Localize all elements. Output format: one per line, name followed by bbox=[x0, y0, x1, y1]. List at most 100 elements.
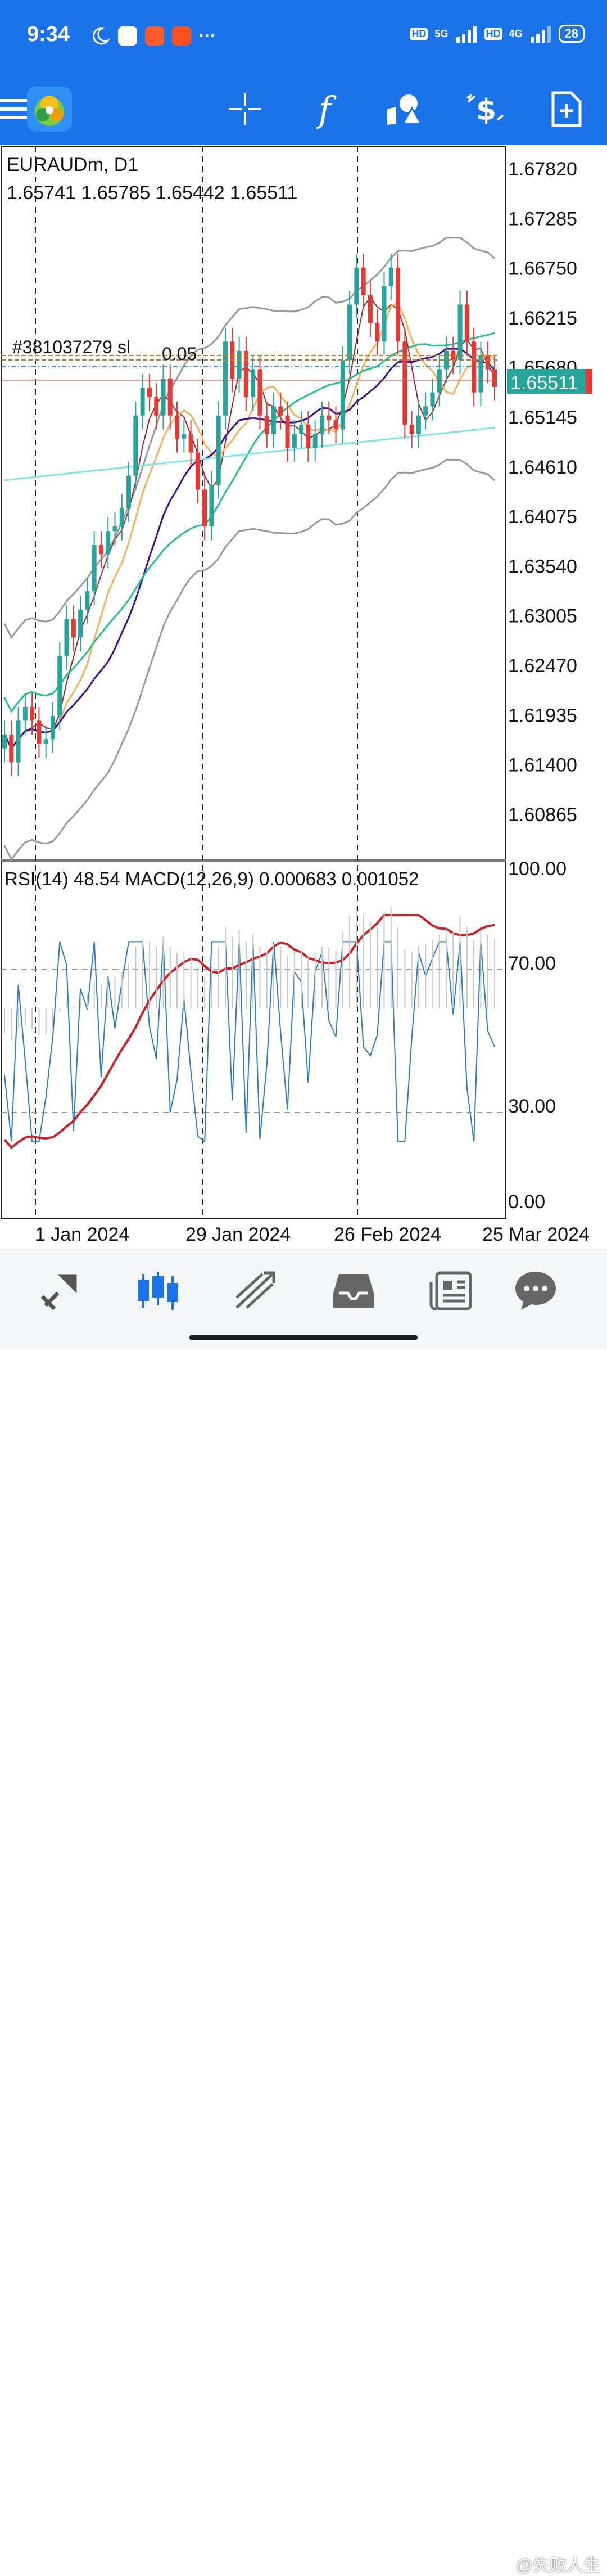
price-chart[interactable]: EURAUDm, D1 1.65741 1.65785 1.65442 1.65… bbox=[0, 145, 607, 1249]
hd-badge-2: HD bbox=[484, 28, 502, 40]
candle-body bbox=[478, 355, 483, 393]
candle-body bbox=[175, 415, 180, 439]
candle-body bbox=[50, 716, 55, 740]
indicator-tick-label: 30.00 bbox=[508, 1096, 556, 1117]
indicator-label: RSI(14) 48.54 MACD(12,26,9) 0.000683 0.0… bbox=[4, 868, 419, 889]
objects-button[interactable] bbox=[379, 83, 431, 135]
ma-fast-line bbox=[4, 296, 495, 750]
crosshair-button[interactable] bbox=[219, 83, 271, 135]
watermark-text: @失败人生 bbox=[515, 2556, 600, 2575]
svg-text:$: $ bbox=[476, 93, 496, 127]
nav-messages[interactable] bbox=[510, 1266, 561, 1316]
candle-body bbox=[347, 304, 352, 361]
ma-10-line bbox=[3, 302, 495, 750]
new-order-button[interactable] bbox=[541, 83, 592, 135]
bottom-navigation: @失败人生 bbox=[0, 1249, 607, 2575]
menu-button[interactable] bbox=[0, 83, 39, 135]
candle-body bbox=[333, 420, 338, 430]
candle-body bbox=[237, 350, 242, 379]
history-icon bbox=[333, 1274, 374, 1308]
messages-icon bbox=[515, 1272, 556, 1310]
price-tick-label: 1.67820 bbox=[508, 159, 577, 180]
ma-40-line bbox=[3, 332, 495, 713]
macd-signal-line bbox=[3, 914, 495, 1150]
quotes-icon bbox=[40, 1274, 77, 1310]
indicator-frame bbox=[1, 860, 506, 1219]
order-label[interactable]: #381037279 sl bbox=[12, 337, 130, 357]
candle-body bbox=[457, 304, 463, 361]
chart-area[interactable]: EURAUDm, D1 1.65741 1.65785 1.65442 1.65… bbox=[0, 145, 607, 1249]
candle-body bbox=[133, 415, 138, 476]
candle-body bbox=[416, 415, 421, 434]
price-tick-label: 1.63540 bbox=[508, 556, 577, 577]
candle-body bbox=[368, 295, 373, 323]
candle-body bbox=[402, 341, 407, 425]
moon-icon bbox=[93, 27, 110, 45]
bollinger-lower-line bbox=[3, 458, 496, 861]
indicator-tick-label: 100.00 bbox=[508, 858, 567, 880]
price-tick-label: 1.61935 bbox=[508, 705, 577, 726]
indicator-tick-label: 70.00 bbox=[508, 953, 556, 974]
candle-body bbox=[167, 379, 173, 416]
candle-body bbox=[271, 406, 276, 434]
home-indicator[interactable] bbox=[189, 1335, 418, 1340]
candle-body bbox=[9, 735, 14, 763]
nav-news[interactable] bbox=[426, 1266, 477, 1316]
network-5g-label: 5G bbox=[434, 28, 449, 39]
main-chart-frame bbox=[1, 146, 506, 861]
app-icon-flower bbox=[118, 26, 137, 46]
candles bbox=[2, 254, 497, 777]
symbol-label: EURAUDm, D1 bbox=[7, 154, 138, 175]
order-value: 0.05 bbox=[162, 344, 197, 364]
trade-button[interactable]: $ bbox=[460, 83, 511, 135]
indicator-tick-label: 0.00 bbox=[508, 1191, 545, 1213]
price-tick-label: 1.63005 bbox=[508, 606, 577, 627]
candle-body bbox=[485, 355, 490, 370]
candle-body bbox=[85, 591, 90, 610]
price-tick-label: 1.66215 bbox=[508, 308, 577, 329]
date-axis: 1 Jan 2024 29 Jan 2024 26 Feb 2024 25 Mar 2… bbox=[35, 1224, 590, 1245]
price-tick-label: 1.61400 bbox=[508, 755, 577, 776]
candle-body bbox=[78, 610, 83, 638]
candle-body bbox=[182, 434, 187, 439]
network-4g-label: 4G bbox=[509, 28, 523, 39]
price-tick-label: 1.64610 bbox=[508, 457, 577, 478]
metatrader-logo bbox=[27, 87, 72, 132]
candle-body bbox=[16, 720, 21, 763]
nav-chart[interactable] bbox=[133, 1266, 183, 1316]
trade-icon bbox=[235, 1271, 275, 1309]
candle-body bbox=[285, 415, 290, 448]
price-tick-label: 1.62470 bbox=[508, 655, 577, 677]
price-axis: 1.678201.672851.667501.662151.656801.651… bbox=[508, 159, 577, 826]
nav-quotes[interactable] bbox=[35, 1266, 85, 1316]
candle-body bbox=[147, 388, 152, 397]
candle-body bbox=[30, 706, 35, 721]
candle-body bbox=[92, 544, 97, 592]
candle-body bbox=[312, 434, 318, 448]
price-tick-label: 1.64075 bbox=[508, 506, 577, 528]
nav-history[interactable] bbox=[328, 1266, 379, 1316]
candle-body bbox=[396, 267, 401, 342]
candle-body bbox=[64, 619, 69, 656]
status-system-icons: HD 5G HD 4G 28 bbox=[410, 25, 585, 43]
candle-body bbox=[223, 341, 228, 416]
nav-trade[interactable] bbox=[230, 1266, 281, 1316]
indicators-button[interactable]: f bbox=[299, 83, 351, 135]
price-tick-label: 1.66750 bbox=[508, 258, 577, 280]
crosshair-icon bbox=[229, 93, 261, 125]
candle-body bbox=[126, 475, 132, 508]
candle-body bbox=[37, 720, 42, 744]
indicator-pane-series bbox=[1, 907, 506, 1150]
candle-body bbox=[409, 425, 414, 434]
chart-icon bbox=[138, 1272, 178, 1310]
price-tick-label: 1.67285 bbox=[508, 208, 577, 229]
status-time: 9:34 bbox=[27, 22, 70, 46]
candle-body bbox=[354, 267, 359, 305]
indicator-lines bbox=[3, 237, 496, 861]
hd-badge: HD bbox=[410, 28, 428, 40]
date-tick-label: 26 Feb 2024 bbox=[334, 1224, 441, 1245]
current-price-text: 1.65511 bbox=[510, 372, 578, 394]
metatrader-logo-button[interactable] bbox=[24, 83, 75, 135]
objects-icon bbox=[387, 94, 423, 125]
candle-body bbox=[327, 415, 332, 421]
